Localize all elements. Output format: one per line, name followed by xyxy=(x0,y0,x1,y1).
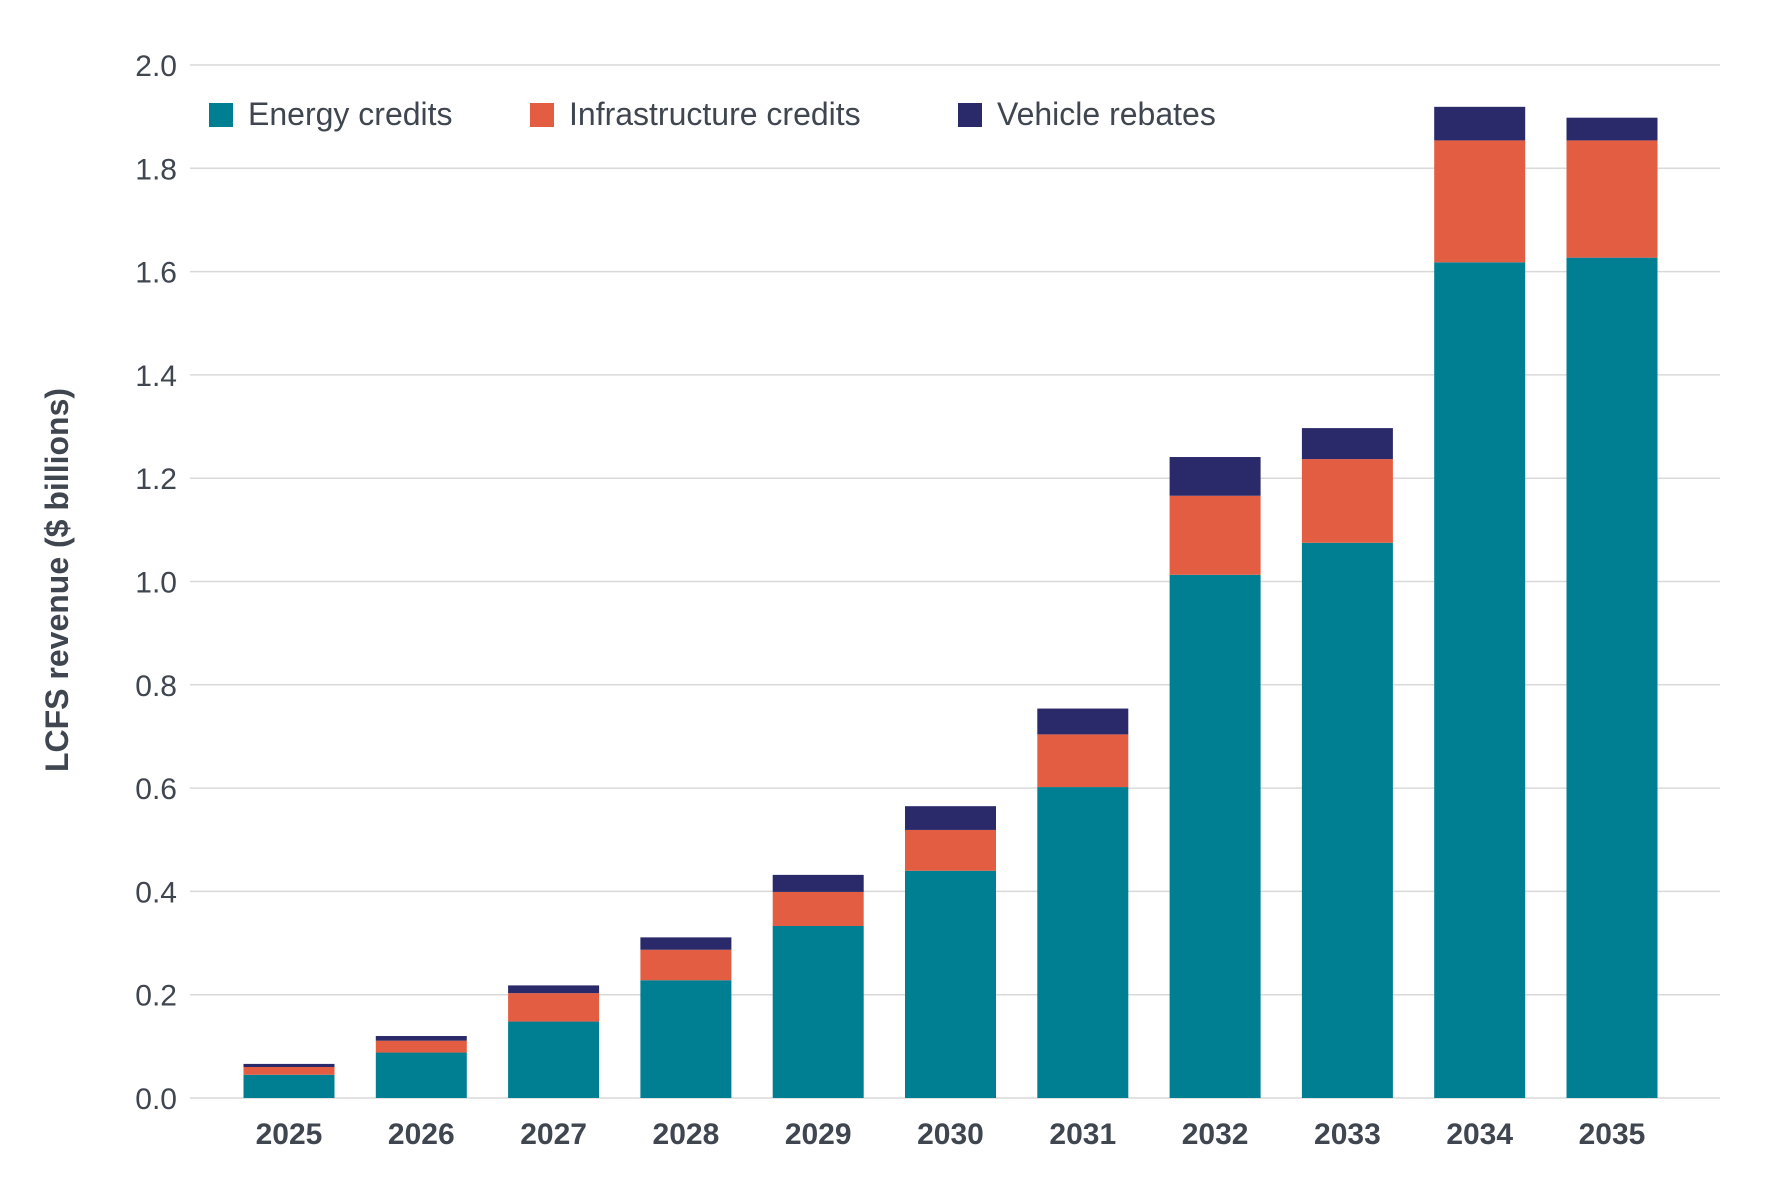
bar-infrastructure-credits-2035 xyxy=(1566,140,1658,258)
legend-item-infrastructure-credits: Infrastructure credits xyxy=(530,96,861,132)
legend-swatch xyxy=(530,103,554,127)
bar-energy-credits-2033 xyxy=(1301,542,1393,1098)
y-tick-label: 1.6 xyxy=(135,257,177,290)
bar-stack-2030 xyxy=(905,806,996,1098)
y-tick-label: 1.0 xyxy=(135,567,177,600)
bar-stack-2035 xyxy=(1566,117,1658,1098)
bar-stack-2025 xyxy=(243,1063,335,1098)
bar-vehicle-rebates-2035 xyxy=(1566,117,1658,141)
y-tick-label: 0.0 xyxy=(135,1083,177,1116)
x-tick-label: 2031 xyxy=(1049,1118,1116,1151)
legend-swatch xyxy=(209,103,233,127)
bar-infrastructure-credits-2033 xyxy=(1301,459,1393,543)
bar-energy-credits-2035 xyxy=(1566,257,1658,1098)
x-tick-label: 2029 xyxy=(785,1118,852,1151)
bar-energy-credits-2031 xyxy=(1037,787,1129,1098)
y-tick-label: 0.2 xyxy=(135,980,177,1013)
bar-vehicle-rebates-2027 xyxy=(508,985,600,994)
bar-vehicle-rebates-2025 xyxy=(243,1063,335,1068)
bar-energy-credits-2030 xyxy=(905,870,996,1098)
bar-stack-2034 xyxy=(1434,106,1526,1099)
bar-energy-credits-2029 xyxy=(772,926,864,1098)
bar-stack-2031 xyxy=(1037,708,1129,1098)
bar-stack-2026 xyxy=(375,1036,467,1098)
bar-infrastructure-credits-2031 xyxy=(1037,734,1129,788)
bar-stack-2029 xyxy=(772,874,864,1098)
legend-item-vehicle-rebates: Vehicle rebates xyxy=(958,96,1216,132)
bar-vehicle-rebates-2028 xyxy=(640,937,732,950)
bar-infrastructure-credits-2032 xyxy=(1169,495,1261,575)
x-tick-label: 2032 xyxy=(1182,1118,1249,1151)
bar-energy-credits-2028 xyxy=(640,980,732,1098)
bar-vehicle-rebates-2031 xyxy=(1037,708,1129,735)
bar-vehicle-rebates-2033 xyxy=(1301,428,1393,460)
x-tick-label: 2027 xyxy=(520,1118,587,1151)
x-tick-label: 2028 xyxy=(653,1118,720,1151)
bar-stack-2028 xyxy=(640,937,732,1098)
x-tick-label: 2030 xyxy=(917,1118,984,1151)
bar-vehicle-rebates-2026 xyxy=(375,1036,467,1041)
x-tick-label: 2025 xyxy=(256,1118,323,1151)
bar-energy-credits-2034 xyxy=(1434,262,1526,1099)
y-tick-label: 0.8 xyxy=(135,670,177,703)
bar-energy-credits-2025 xyxy=(243,1074,335,1098)
bar-vehicle-rebates-2030 xyxy=(905,806,996,830)
y-tick-label: 1.2 xyxy=(135,463,177,496)
bar-stack-2027 xyxy=(508,985,600,1098)
x-tick-label: 2033 xyxy=(1314,1118,1381,1151)
bar-energy-credits-2026 xyxy=(375,1052,467,1098)
bar-infrastructure-credits-2034 xyxy=(1434,140,1526,263)
bar-infrastructure-credits-2025 xyxy=(243,1067,335,1075)
bar-infrastructure-credits-2026 xyxy=(375,1040,467,1053)
y-tick-label: 0.6 xyxy=(135,773,177,806)
bar-vehicle-rebates-2032 xyxy=(1169,457,1261,496)
y-tick-label: 1.8 xyxy=(135,153,177,186)
legend-item-energy-credits: Energy credits xyxy=(209,96,453,132)
bars xyxy=(243,106,1658,1099)
bar-infrastructure-credits-2028 xyxy=(640,949,732,981)
bar-infrastructure-credits-2027 xyxy=(508,993,600,1022)
legend-swatch xyxy=(958,103,982,127)
y-axis-title: LCFS revenue ($ billions) xyxy=(39,388,75,772)
bar-infrastructure-credits-2030 xyxy=(905,829,996,871)
bar-vehicle-rebates-2029 xyxy=(772,874,864,892)
bar-energy-credits-2032 xyxy=(1169,574,1261,1098)
x-tick-label: 2034 xyxy=(1446,1118,1513,1151)
legend-label: Energy credits xyxy=(248,96,453,132)
bar-stack-2033 xyxy=(1301,428,1393,1098)
y-tick-label: 1.4 xyxy=(135,360,177,393)
legend: Energy credits Infrastructure credits Vehi… xyxy=(209,96,1216,132)
x-tick-label: 2035 xyxy=(1579,1118,1646,1151)
bar-energy-credits-2027 xyxy=(508,1021,600,1098)
x-tick-label: 2026 xyxy=(388,1118,455,1151)
bar-vehicle-rebates-2034 xyxy=(1434,106,1526,141)
x-axis-ticks: 2025 2026 2027 2028 2029 2030 2031 2032 2033 2034… xyxy=(256,1118,1646,1151)
bar-stack-2032 xyxy=(1169,457,1261,1098)
y-axis-ticks: 0.0 0.2 0.4 0.6 0.8 1.0 1.2 1.4 1.6 1.8 2.0 xyxy=(135,50,177,1116)
legend-label: Infrastructure credits xyxy=(569,96,861,132)
y-tick-label: 0.4 xyxy=(135,876,177,909)
legend-label: Vehicle rebates xyxy=(997,96,1216,132)
bar-infrastructure-credits-2029 xyxy=(772,891,864,927)
y-tick-label: 2.0 xyxy=(135,50,177,83)
